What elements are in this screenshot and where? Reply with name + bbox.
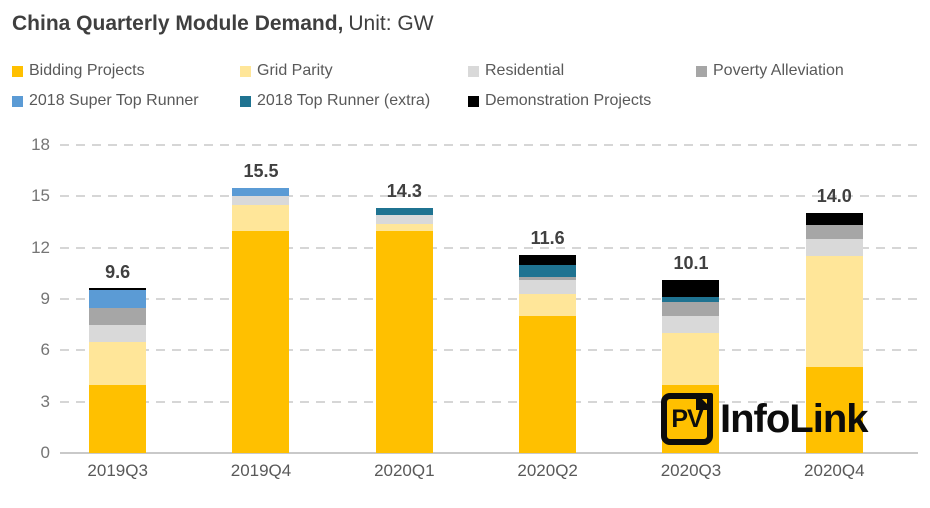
gridline	[60, 400, 918, 403]
chart-title-unit: Unit: GW	[348, 12, 434, 35]
bar-segment	[519, 293, 577, 317]
bar-segment	[662, 280, 720, 298]
legend-swatch-icon	[468, 65, 479, 77]
x-axis: 2019Q3 2019Q4 2020Q1 2020Q2 2020Q3 2020Q4	[46, 461, 906, 481]
bar-segment	[662, 316, 720, 334]
gridline	[60, 246, 918, 249]
bar-segment	[662, 297, 720, 303]
legend-label: Residential	[485, 62, 565, 79]
folded-corner-icon	[696, 393, 713, 410]
bar-segment	[519, 264, 577, 277]
legend-item: Residential	[468, 60, 564, 82]
legend-item: 2018 Top Runner (extra)	[240, 90, 430, 112]
legend-item: Poverty Alleviation	[696, 60, 844, 82]
legend-swatch-icon	[240, 95, 251, 107]
bar-segment	[89, 324, 147, 342]
bar-stack	[519, 254, 577, 453]
y-axis-tick-label: 18	[31, 135, 50, 154]
category-2019Q3: 9.6	[46, 145, 189, 453]
x-axis-tick-label: 2020Q1	[374, 461, 435, 480]
bar-segment	[519, 316, 577, 453]
bar-segment	[662, 302, 720, 317]
gridline	[60, 298, 918, 300]
x-axis-tick-label: 2020Q3	[660, 461, 722, 480]
y-axis-tick-label: 12	[31, 237, 50, 257]
category-2020Q1: 14.3	[333, 145, 476, 453]
bar-stack	[805, 213, 863, 453]
y-axis-tick-label: 3	[40, 391, 50, 411]
plot-area: 9.6 15.5 14.3 11.6 10.1 14.0	[46, 145, 906, 453]
bar-total-label: 14.0	[816, 186, 852, 207]
legend-label: Grid Parity	[257, 62, 333, 79]
zero-axis-line	[60, 452, 918, 454]
legend-swatch-icon	[696, 65, 707, 77]
chart-title-main: China Quarterly Module Demand,	[12, 12, 344, 35]
bar-segment	[375, 208, 433, 216]
legend-item: Demonstration Projects	[468, 90, 651, 112]
category-2019Q4: 15.5	[189, 145, 332, 453]
bar-segment	[89, 384, 147, 453]
bar-stack	[232, 187, 290, 453]
pv-logo-name: InfoLink	[720, 396, 869, 441]
category-2020Q4: 14.0	[763, 145, 906, 453]
legend-label: Poverty Alleviation	[713, 62, 844, 79]
legend-swatch-icon	[12, 95, 23, 107]
legend-item: 2018 Super Top Runner	[12, 90, 199, 112]
bar-segment	[232, 230, 290, 453]
x-axis-tick-label: 2019Q3	[87, 461, 148, 480]
legend-label: 2018 Super Top Runner	[29, 92, 199, 109]
x-axis-tick-label: 2020Q2	[517, 461, 578, 480]
y-axis-tick-label: 15	[31, 186, 50, 206]
bar-total-label: 10.1	[673, 253, 709, 274]
bar-segment	[662, 333, 720, 385]
bar-segment	[519, 280, 577, 294]
bar-segment	[805, 225, 863, 240]
bar-total-label: 9.6	[105, 261, 131, 282]
legend-swatch-icon	[468, 95, 479, 107]
y-axis-tick-label: 0	[40, 443, 50, 462]
bar-segment	[519, 254, 577, 265]
bar-stack	[89, 288, 147, 453]
chart-title: China Quarterly Module Demand, Unit: GW	[12, 12, 434, 36]
legend-item: Grid Parity	[240, 60, 333, 82]
bar-segment	[89, 341, 147, 385]
gridline	[60, 144, 918, 146]
gridline	[60, 195, 918, 198]
legend-item: Bidding Projects	[12, 60, 145, 82]
x-axis-tick-label: 2019Q4	[230, 461, 292, 480]
x-axis-tick-label: 2020Q4	[804, 461, 865, 480]
bar-segment	[375, 215, 433, 224]
legend: Bidding Projects Grid Parity Residential Po…	[12, 60, 918, 120]
bar-stack	[375, 208, 433, 453]
legend-label: 2018 Top Runner (extra)	[257, 92, 431, 109]
bar-segment	[805, 256, 863, 368]
legend-swatch-icon	[240, 65, 251, 77]
gridline	[60, 349, 918, 352]
legend-label: Bidding Projects	[29, 62, 145, 79]
bar-segment	[805, 367, 863, 453]
legend-swatch-icon	[12, 65, 23, 77]
bar-segment	[232, 196, 290, 205]
bar-segment	[805, 213, 863, 226]
bar-total-label: 15.5	[243, 160, 279, 181]
pv-infolink-logo: PV InfoLink	[661, 393, 869, 445]
y-axis-tick-label: 6	[40, 340, 50, 360]
bar-segment	[375, 223, 433, 231]
bar-segment	[232, 204, 290, 231]
legend-label: Demonstration Projects	[485, 92, 652, 109]
bar-segment	[519, 276, 577, 281]
bar-segment	[375, 230, 433, 453]
y-axis-tick-label: 9	[40, 289, 50, 308]
pv-logo-badge-icon: PV	[661, 393, 713, 445]
bar-total-label: 11.6	[530, 227, 565, 248]
category-2020Q2: 11.6	[476, 145, 619, 453]
bar-segment	[89, 288, 147, 291]
bar-segment	[805, 239, 863, 257]
bar-segment	[89, 307, 147, 325]
bar-segment	[89, 290, 147, 308]
bar-total-label: 14.3	[386, 181, 422, 202]
bar-segment	[232, 187, 290, 197]
